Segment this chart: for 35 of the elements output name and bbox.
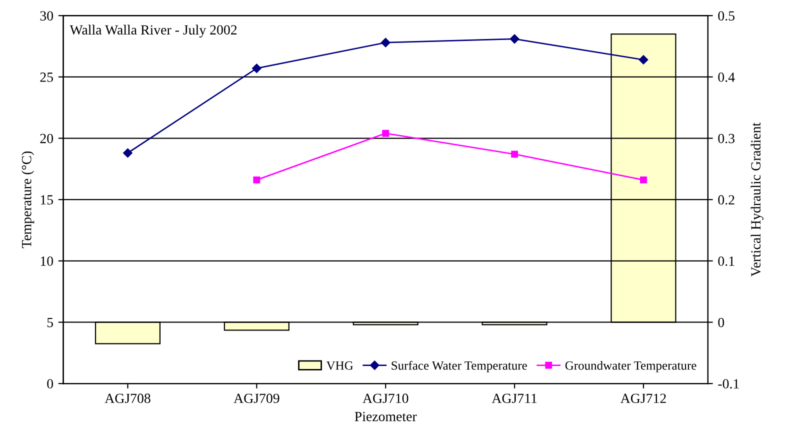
y-tick-label: 25 [40, 72, 54, 82]
x-tick-label: AGJ710 [362, 394, 408, 404]
point [253, 176, 260, 184]
point [382, 130, 390, 137]
y2-tick-label: 0.4 [718, 72, 735, 82]
y2-tick-label: 0 [718, 318, 724, 328]
y-tick-label: 30 [40, 11, 54, 21]
x-tick-label: AGJ708 [104, 394, 150, 404]
y-tick-label: 5 [47, 318, 54, 328]
point [511, 150, 518, 158]
y-tick-label: 15 [40, 195, 54, 205]
y2-axis-title: Vertical Hydraulic Gradient [750, 122, 764, 277]
y2-tick-label: 0.2 [718, 195, 734, 205]
y-axis-title: Temperature (°C) [22, 151, 34, 248]
y2-tick-label: 0.3 [718, 134, 734, 144]
y2-tick-label: -0.1 [718, 379, 739, 389]
legend-label: VHG [326, 361, 353, 370]
y2-tick-label: 0.1 [718, 256, 734, 266]
point [638, 55, 648, 64]
legend-label: Surface Water Temperature [392, 360, 527, 372]
y2-tick-label: 0.5 [718, 11, 734, 21]
x-tick-label: AGJ709 [234, 394, 280, 404]
point [380, 38, 390, 48]
legend-label: Groundwater Temperature [565, 360, 696, 372]
y-tick-label: 20 [40, 134, 54, 144]
point [252, 64, 262, 73]
point [123, 148, 132, 158]
x-tick-label: AGJ711 [492, 394, 537, 404]
x-axis-title: Piezometer [354, 412, 417, 422]
x-tick-label: AGJ712 [620, 394, 666, 404]
text: Walla Walla River - July 2002 [70, 24, 237, 38]
point [640, 176, 647, 184]
y-tick-label: 0 [47, 379, 54, 389]
y-tick-label: 10 [40, 256, 54, 266]
point [510, 34, 520, 44]
